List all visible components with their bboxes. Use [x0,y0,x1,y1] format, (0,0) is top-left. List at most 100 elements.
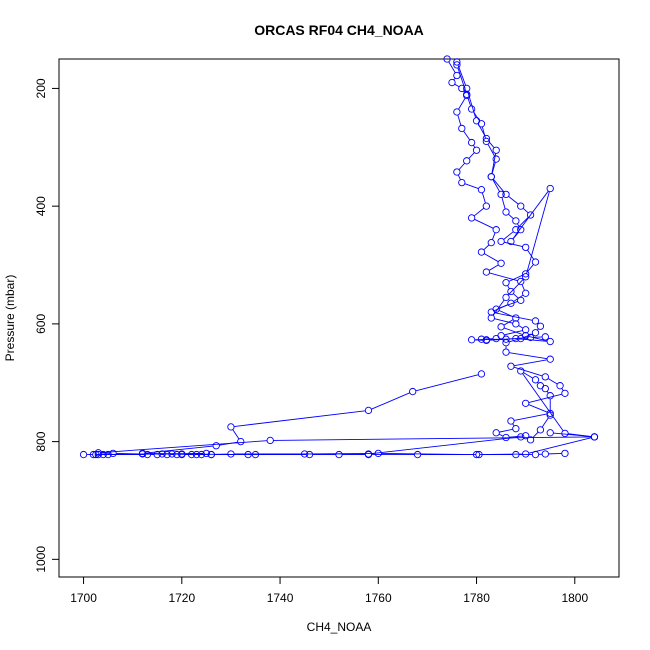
y-tick-label: 800 [34,431,48,451]
y-axis: 200 400 600 800 1000 [34,78,59,573]
series-line-segment [481,126,486,139]
data-point [477,370,486,378]
data-point [512,320,520,328]
series-line-segment [512,190,549,240]
data-point [227,423,235,431]
data-point [502,279,510,287]
data-point [305,450,314,459]
data-point [482,137,491,146]
series-line-segment [457,174,461,180]
series-line-segment [526,191,550,274]
series-line-segment [522,207,529,214]
data-point [522,289,530,297]
series-line-segment [528,393,562,403]
data-point [227,450,235,458]
series-line-segment [504,330,523,336]
data-point [463,90,471,98]
series-line-segment [145,445,214,454]
data-point [507,362,515,370]
data-point [453,168,461,176]
x-tick-label: 1760 [365,591,392,605]
series-2 [453,58,554,346]
data-point [453,58,461,66]
data-point [541,450,549,458]
data-point [364,406,373,415]
series-line-segment [553,432,592,438]
data-point [561,429,569,438]
series-line-segment [528,437,592,454]
data-point [517,202,525,210]
data-point [507,287,515,296]
series-line-segment [532,431,539,438]
data-point [497,190,505,199]
data-point [335,450,343,459]
data-point [463,157,471,165]
data-point [531,376,540,384]
data-point [507,417,515,425]
data-point [590,433,599,441]
data-point [536,322,545,330]
data-point [244,450,252,459]
data-point [517,226,525,234]
series-line-segment [458,162,465,170]
data-point [502,190,510,199]
data-point [541,333,549,341]
data-point [492,334,500,343]
data-point [207,450,215,459]
y-tick-label: 1000 [34,546,48,573]
series-line-segment [492,178,505,193]
series-line-segment [507,278,524,296]
data-point [458,124,466,133]
data-point [472,146,481,154]
series-line-segment [463,130,471,141]
plot-frame [58,58,620,578]
data-point [526,436,535,444]
data-point [526,333,535,342]
data-point [536,382,545,390]
data-point [522,326,530,334]
data-point [467,336,476,344]
data-point [477,186,486,194]
series-line-segment [492,179,500,192]
series-3 [453,61,554,344]
data-point [512,450,520,459]
x-tick-label: 1720 [168,591,195,605]
data-point [522,432,530,440]
data-point [536,426,545,434]
data-point [546,411,554,419]
data-point [482,134,491,143]
x-tick-label: 1740 [267,591,294,605]
x-tick-label: 1800 [561,591,588,605]
data-point [546,409,554,418]
data-point [522,243,530,252]
series-line-segment [457,64,467,86]
series-line-segment [484,253,499,263]
data-point [202,449,211,458]
data-point [482,336,491,344]
data-point [546,429,554,437]
series-line-segment [371,392,410,410]
series-line-segment [467,97,472,107]
series-line-segment [503,231,514,240]
data-point [512,334,520,343]
series-line-segment [457,114,462,126]
data-point [487,239,495,247]
data-point [561,449,569,458]
data-point [526,211,535,219]
data-point [463,84,471,93]
data-point [79,450,88,459]
data-point [409,387,417,396]
series-line-segment [234,410,366,427]
data-point [458,178,466,187]
data-point [497,323,505,331]
series-line-segment [498,433,504,437]
data-point [487,314,495,322]
data-point [531,450,540,459]
data-point [502,208,510,216]
data-point [467,138,476,147]
data-point [482,268,491,276]
series-line-segment [508,196,519,205]
series-line-segment [473,111,481,122]
